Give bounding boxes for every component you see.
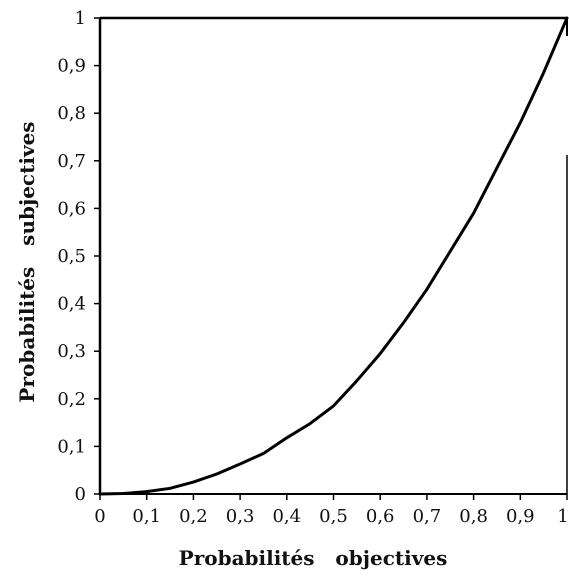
- y-tick-label: 0,5: [57, 246, 86, 267]
- y-tick-label: 0,7: [57, 151, 86, 172]
- x-tick-label: 0,4: [272, 506, 301, 527]
- y-tick-label: 0,1: [57, 436, 86, 457]
- x-axis-title: Probabilités objectives: [179, 546, 448, 570]
- y-tick-label: 0,9: [57, 56, 86, 77]
- x-tick-label: 0,9: [506, 506, 535, 527]
- x-tick-label: 0,5: [319, 506, 348, 527]
- x-tick-label: 0,6: [366, 506, 395, 527]
- x-tick-label: 1: [557, 506, 568, 527]
- y-tick-label: 0,3: [57, 341, 86, 362]
- y-tick-label: 1: [75, 8, 86, 29]
- x-tick-label: 0,8: [459, 506, 488, 527]
- y-ticks: 0 0,1 0,2 0,3 0,4 0,5 0,6 0,7 0,8 0,9 1: [57, 8, 100, 505]
- x-tick-label: 0,7: [413, 506, 442, 527]
- series-line: [98, 16, 569, 496]
- y-tick-label: 0,6: [57, 198, 86, 219]
- y-axis-title: Probabilités subjectives: [15, 121, 39, 402]
- x-ticks: 0 0,1 0,2 0,3 0,4 0,5 0,6 0,7 0,8 0,9 1: [94, 494, 569, 527]
- y-tick-label: 0,2: [57, 389, 86, 410]
- series-layer: [98, 16, 569, 496]
- x-tick-label: 0: [94, 506, 105, 527]
- y-tick-label: 0,8: [57, 103, 86, 124]
- plot-area: [98, 16, 568, 495]
- x-tick-label: 0,2: [179, 506, 208, 527]
- x-tick-label: 0,3: [226, 506, 255, 527]
- y-tick-label: 0: [75, 484, 86, 505]
- x-tick-label: 0,1: [132, 506, 161, 527]
- y-tick-label: 0,4: [57, 294, 86, 315]
